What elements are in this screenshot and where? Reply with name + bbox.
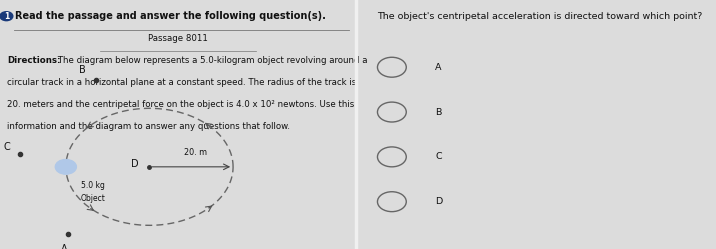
Text: 20. m: 20. m [184, 148, 207, 157]
Circle shape [0, 12, 13, 21]
Text: Read the passage and answer the following question(s).: Read the passage and answer the followin… [15, 11, 326, 21]
Text: C: C [4, 142, 11, 152]
Text: 20. meters and the centripetal force on the object is 4.0 x 10² newtons. Use thi: 20. meters and the centripetal force on … [7, 100, 354, 109]
Text: C: C [435, 152, 442, 161]
Text: B: B [79, 65, 85, 75]
Text: D: D [131, 159, 139, 169]
Text: A: A [435, 63, 442, 72]
Circle shape [55, 159, 77, 174]
Text: The diagram below represents a 5.0-kilogram object revolving around a: The diagram below represents a 5.0-kilog… [55, 56, 367, 65]
Text: B: B [435, 108, 442, 117]
Text: The object's centripetal acceleration is directed toward which point?: The object's centripetal acceleration is… [377, 12, 703, 21]
Text: 5.0 kg: 5.0 kg [81, 181, 105, 189]
Text: Passage 8011: Passage 8011 [148, 34, 208, 43]
Text: D: D [435, 197, 442, 206]
Text: A: A [61, 244, 67, 249]
Text: Object: Object [81, 194, 106, 203]
Text: information and the diagram to answer any questions that follow.: information and the diagram to answer an… [7, 122, 290, 131]
Text: Directions:: Directions: [7, 56, 61, 65]
Text: 1: 1 [4, 12, 9, 21]
Text: circular track in a horizontal plane at a constant speed. The radius of the trac: circular track in a horizontal plane at … [7, 78, 357, 87]
